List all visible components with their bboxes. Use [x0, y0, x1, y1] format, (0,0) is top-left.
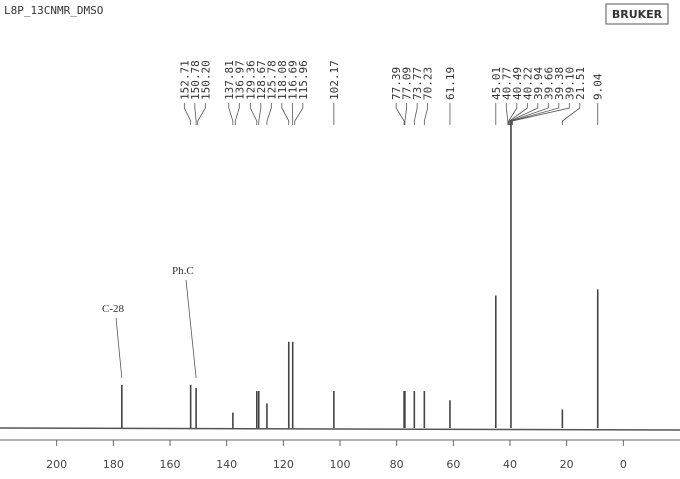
peak-label: 40.49	[511, 67, 524, 100]
x-tick-label: 0	[620, 458, 627, 471]
leader-line	[561, 103, 581, 125]
peak-label: 115.96	[297, 60, 310, 100]
peak-label: 70.23	[422, 67, 435, 100]
annotation-line	[115, 317, 123, 379]
leader-line	[509, 103, 539, 125]
peak-label: 102.17	[328, 60, 341, 100]
peak-label: 40.77	[500, 67, 513, 100]
leader-line	[249, 103, 258, 125]
peak-label: 136.97	[233, 60, 246, 100]
peak-label: 116.69	[286, 60, 299, 100]
peak-label: 150.78	[189, 60, 202, 100]
x-tick-label: 120	[273, 458, 294, 471]
x-tick-label: 200	[46, 458, 67, 471]
peak-label: 137.81	[223, 60, 236, 100]
peak-label: 128.67	[255, 60, 268, 100]
logo-frame	[605, 3, 669, 25]
leader-line	[404, 103, 408, 125]
peak-label: 39.94	[532, 67, 545, 100]
peak-label: 118.08	[276, 60, 289, 100]
leader-line	[511, 103, 560, 125]
annotation: Ph.C	[172, 265, 194, 277]
x-tick-label: 160	[160, 458, 181, 471]
leader-line	[234, 103, 240, 125]
peak-label: 45.01	[490, 67, 503, 100]
leader-line	[423, 103, 429, 125]
peak-label: 39.38	[553, 67, 566, 100]
leader-line	[508, 103, 518, 125]
leader-line	[413, 103, 418, 125]
leader-line	[183, 103, 192, 125]
leader-line	[194, 103, 197, 125]
annotation: C-28	[102, 303, 125, 315]
peak-label: 73.77	[411, 67, 424, 100]
logo: BRUKER	[612, 8, 663, 21]
x-tick-label: 80	[390, 458, 404, 471]
leader-line	[508, 103, 528, 125]
x-tick-label: 60	[446, 458, 460, 471]
leader-line	[258, 103, 262, 125]
peak-label: 40.22	[521, 67, 534, 100]
peak-label: 150.20	[199, 60, 212, 100]
leader-line	[510, 103, 549, 125]
leader-line	[512, 103, 570, 125]
leader-line	[197, 103, 206, 125]
x-tick-label: 100	[330, 458, 351, 471]
baseline	[0, 427, 680, 431]
peak-label: 77.39	[390, 67, 403, 100]
peak-label: 129.36	[244, 60, 257, 100]
x-tick-label: 180	[103, 458, 124, 471]
peak-label: 125.78	[265, 60, 278, 100]
x-tick-label: 20	[560, 458, 574, 471]
peak-label: 77.09	[401, 67, 414, 100]
leader-line	[228, 103, 234, 125]
leader-line	[281, 103, 290, 125]
leader-line	[294, 103, 304, 125]
peak-label: 152.71	[178, 60, 191, 100]
x-tick-label: 140	[216, 458, 237, 471]
peak-label: 39.66	[542, 67, 555, 100]
peak-label: 21.51	[574, 67, 587, 100]
leader-line	[505, 103, 509, 125]
leader-line	[266, 103, 272, 125]
leader-line	[395, 103, 405, 125]
peak-label: 61.19	[444, 67, 457, 100]
chart-title: L8P_13CNMR_DMSO	[4, 4, 103, 17]
x-tick-label: 40	[503, 458, 517, 471]
peak-label: 39.10	[563, 67, 576, 100]
annotation-line	[185, 279, 197, 379]
peak-label: 9.04	[592, 73, 605, 100]
